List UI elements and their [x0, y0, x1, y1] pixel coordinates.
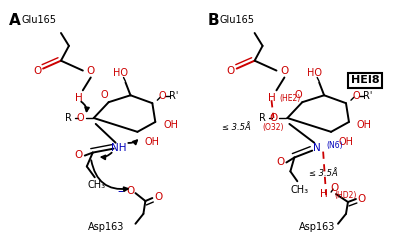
Text: O: O — [330, 183, 338, 193]
Text: Glu165: Glu165 — [21, 15, 56, 25]
Text: OH: OH — [163, 120, 178, 130]
Text: HEI8: HEI8 — [350, 76, 379, 85]
Text: R': R' — [170, 91, 179, 101]
Text: O: O — [33, 66, 41, 76]
Text: ≤ 3.5Å: ≤ 3.5Å — [309, 169, 338, 178]
Text: O: O — [101, 90, 108, 100]
Text: O: O — [276, 157, 284, 168]
Text: ≤ 3.5Å: ≤ 3.5Å — [222, 123, 250, 132]
Text: O: O — [87, 66, 95, 76]
Text: R: R — [259, 113, 266, 123]
Text: O: O — [75, 150, 83, 160]
Text: O: O — [269, 113, 278, 123]
Text: O: O — [158, 91, 166, 101]
Text: O: O — [294, 90, 302, 100]
Text: N: N — [313, 143, 321, 153]
Text: OH: OH — [338, 137, 353, 147]
Text: O: O — [227, 66, 235, 76]
Text: HO: HO — [113, 67, 128, 78]
Text: Asp163: Asp163 — [88, 222, 124, 232]
Text: (HD2): (HD2) — [334, 191, 356, 200]
Text: O: O — [126, 186, 135, 196]
Text: A: A — [9, 13, 21, 28]
Text: O: O — [352, 91, 360, 101]
Text: CH₃: CH₃ — [88, 180, 106, 190]
Text: H: H — [75, 93, 83, 103]
Text: O: O — [358, 194, 366, 204]
Text: H: H — [268, 93, 275, 103]
Text: O: O — [76, 113, 84, 123]
Text: Asp163: Asp163 — [299, 222, 335, 232]
Text: R': R' — [363, 91, 372, 101]
Text: Glu165: Glu165 — [220, 15, 255, 25]
Text: (N6): (N6) — [326, 141, 343, 150]
Text: OH: OH — [144, 137, 159, 147]
Text: H: H — [320, 189, 328, 199]
Text: CH₃: CH₃ — [290, 185, 308, 195]
Text: B: B — [208, 13, 220, 28]
Text: OH: OH — [357, 120, 372, 130]
Text: R: R — [66, 113, 72, 123]
Text: (HE2): (HE2) — [280, 94, 301, 103]
Text: O: O — [154, 192, 162, 202]
Text: (O32): (O32) — [263, 123, 284, 132]
Text: NH: NH — [111, 143, 126, 153]
Text: –: – — [117, 185, 124, 198]
Text: O: O — [280, 66, 288, 76]
Text: HO: HO — [307, 67, 322, 78]
